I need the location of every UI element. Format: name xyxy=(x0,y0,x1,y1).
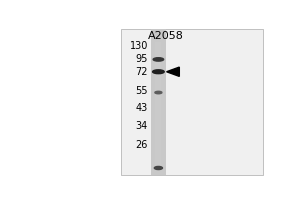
Text: 72: 72 xyxy=(135,67,148,77)
Bar xyxy=(121,29,263,175)
Bar xyxy=(155,42,161,169)
Text: 43: 43 xyxy=(136,103,148,113)
Ellipse shape xyxy=(154,166,163,170)
Polygon shape xyxy=(167,67,179,76)
Text: 55: 55 xyxy=(135,86,148,96)
Text: A2058: A2058 xyxy=(147,31,183,41)
Text: 26: 26 xyxy=(136,140,148,150)
Ellipse shape xyxy=(155,91,162,94)
Text: 34: 34 xyxy=(136,121,148,131)
Bar xyxy=(151,29,166,175)
Text: 95: 95 xyxy=(136,54,148,64)
Text: 130: 130 xyxy=(130,41,148,51)
Ellipse shape xyxy=(153,58,164,61)
Ellipse shape xyxy=(153,70,164,74)
